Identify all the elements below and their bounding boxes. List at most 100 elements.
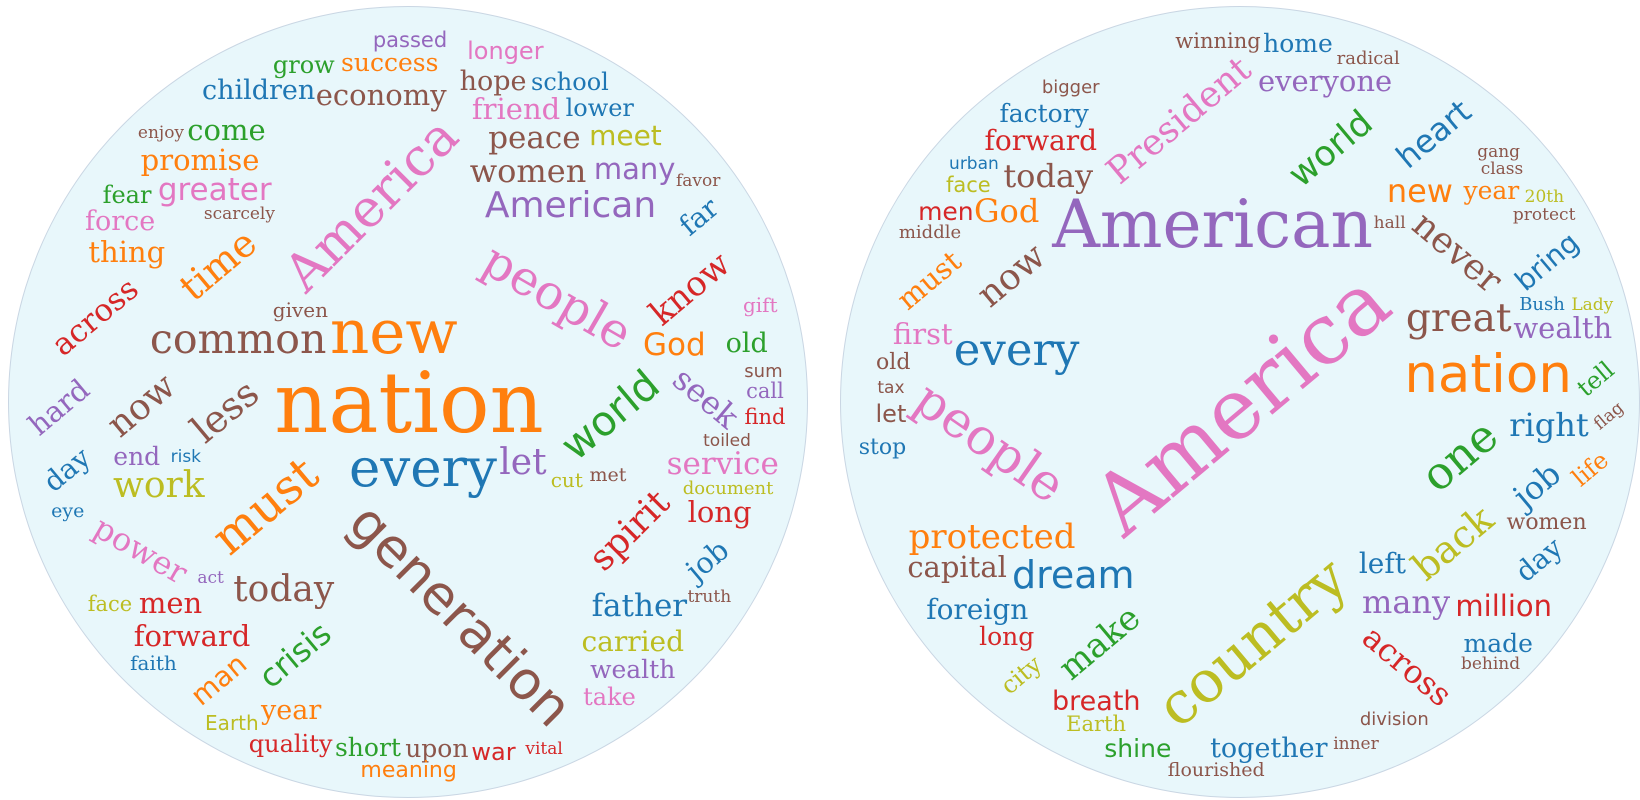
word-time: time [170,220,265,310]
word-spirit: spirit [580,482,679,580]
word-risk: risk [170,446,202,467]
word-meet: meet [589,118,662,152]
word-longer: longer [467,36,544,65]
word-children: children [201,75,316,107]
word-peace: peace [488,119,581,156]
word-foreign: foreign [926,592,1029,626]
word-20th: 20th [1524,187,1565,208]
word-passed: passed [372,27,448,52]
word-job: job [1505,454,1568,516]
word-people: people [903,369,1076,514]
word-every: every [953,322,1080,376]
word-made: made [1463,628,1533,658]
left-word-cloud: nation new every generation America people mus… [8,6,808,798]
word-women: women [1506,510,1587,536]
word-right: right [1509,405,1589,444]
word-women: women [469,151,587,190]
word-short: short [334,733,401,763]
word-never: never [1404,204,1510,303]
word-one: one [1410,408,1509,503]
word-make: make [1050,597,1149,689]
word-american: American [1052,186,1374,264]
word-eye: eye [51,499,85,522]
word-life: life [1566,445,1614,492]
word-protect: protect [1512,205,1576,226]
word-toiled: toiled [703,431,751,452]
word-urban: urban [949,153,999,174]
word-division: division [1359,708,1429,730]
word-war: war [471,737,516,766]
word-must: must [890,244,969,317]
word-today: today [233,568,335,610]
word-middle: middle [898,222,962,244]
word-men: men [138,585,203,620]
word-gift: gift [742,293,778,318]
word-flourished: flourished [1167,758,1265,781]
word-work: work [113,465,205,507]
word-bush: Bush [1519,293,1565,315]
word-new: new [330,296,458,368]
word-everyone: everyone [1257,63,1393,98]
word-father: father [591,588,688,625]
word-end: end [113,442,161,472]
word-radical: radical [1336,47,1400,69]
word-day: day [36,440,97,499]
word-people: people [472,231,642,362]
word-class: class [1480,159,1524,180]
word-inner: inner [1333,733,1379,754]
word-far: far [672,191,725,243]
word-every: every [348,438,497,500]
word-find: find [744,404,786,429]
word-promise: promise [140,142,260,177]
word-tell: tell [1572,355,1621,402]
word-nation: nation [1404,343,1572,405]
word-world: world [551,359,669,470]
word-success: success [341,47,439,77]
word-across: across [1354,617,1460,714]
word-forward: forward [133,618,251,653]
word-america: America [272,105,471,304]
word-earth: Earth [205,711,259,736]
word-protected: protected [908,517,1076,558]
word-enjoy: enjoy [137,123,185,143]
word-together: together [1210,732,1328,764]
word-forward: forward [984,123,1098,157]
word-back: back [1403,496,1503,590]
word-wealth: wealth [590,655,676,684]
word-flag: flag [1589,398,1628,435]
word-america: America [1073,251,1409,555]
word-new: new [1386,171,1453,210]
word-man: man [184,647,254,713]
word-capital: capital [907,550,1007,585]
word-now: now [99,365,184,446]
word-hope: hope [459,65,527,97]
word-favor: favor [675,171,721,192]
word-home: home [1263,29,1333,59]
word-nation: nation [274,354,544,452]
word-school: school [531,67,609,96]
word-left: left [1358,547,1406,581]
word-let: let [875,399,907,428]
word-face: face [87,592,133,617]
word-act: act [197,568,224,589]
word-tax: tax [877,377,905,398]
word-old: old [876,350,911,376]
word-call: call [746,379,784,404]
word-quality: quality [248,730,333,759]
word-many: many [593,152,676,187]
right-word-cloud: America American country nation people every o… [840,6,1640,798]
word-lower: lower [565,93,634,122]
word-country: country [1143,543,1361,741]
word-now: now [969,236,1054,317]
word-city: city [995,650,1048,701]
word-thing: thing [88,235,166,270]
word-economy: economy [315,77,447,112]
word-hard: hard [21,372,96,443]
word-sum: sum [744,361,783,383]
word-must: must [201,445,330,566]
word-document: document [682,478,774,500]
word-bring: bring [1508,225,1585,298]
word-earth: Earth [1066,711,1127,736]
word-gang: gang [1477,141,1521,162]
word-stop: stop [858,434,907,460]
